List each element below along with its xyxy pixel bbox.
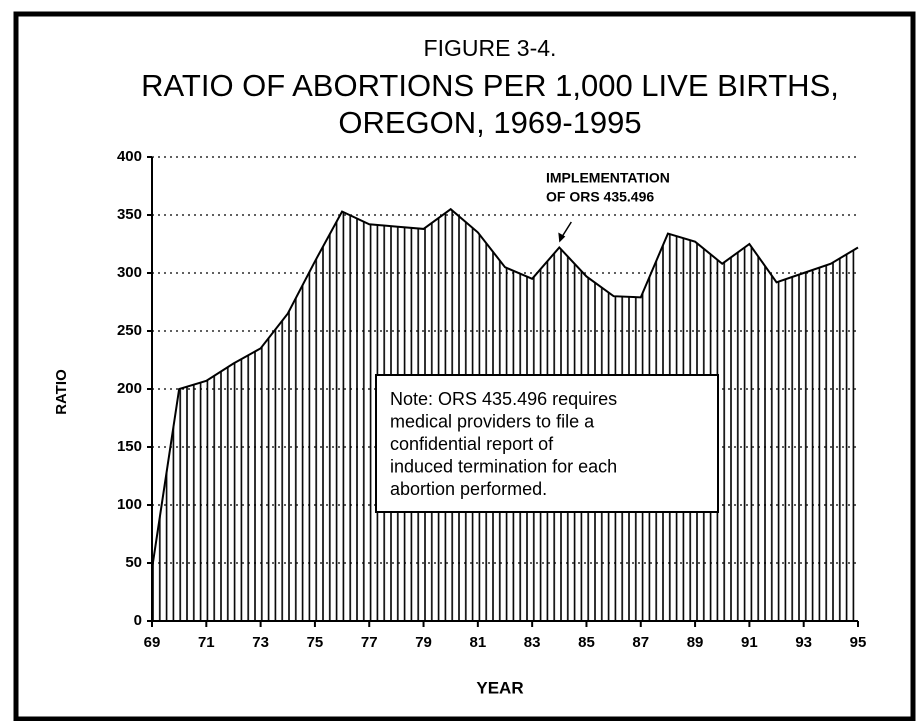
arrow-head xyxy=(558,232,566,243)
y-tick-label: 350 xyxy=(117,206,142,223)
note-text: abortion performed. xyxy=(390,479,547,499)
y-tick-label: 400 xyxy=(117,148,142,165)
y-tick-label: 50 xyxy=(125,554,142,571)
chart-title: RATIO OF ABORTIONS PER 1,000 LIVE BIRTHS… xyxy=(141,68,839,103)
figure-label: FIGURE 3-4. xyxy=(424,35,557,61)
y-tick-label: 200 xyxy=(117,380,142,397)
x-axis-label: YEAR xyxy=(476,678,523,697)
x-tick-label: 83 xyxy=(524,634,541,651)
x-tick-label: 75 xyxy=(307,634,324,651)
y-tick-label: 300 xyxy=(117,264,142,281)
y-axis-label: RATIO xyxy=(53,369,70,415)
x-tick-label: 81 xyxy=(470,634,487,651)
x-tick-label: 95 xyxy=(850,634,867,651)
x-tick-label: 71 xyxy=(198,634,215,651)
x-tick-label: 79 xyxy=(415,634,432,651)
y-tick-label: 150 xyxy=(117,438,142,455)
note-text: confidential report of xyxy=(390,434,554,454)
x-tick-label: 87 xyxy=(632,634,649,651)
x-tick-label: 73 xyxy=(252,634,269,651)
x-tick-label: 93 xyxy=(795,634,812,651)
annotation: IMPLEMENTATION xyxy=(546,170,670,186)
frame xyxy=(13,11,916,721)
chart-title: OREGON, 1969-1995 xyxy=(338,105,641,140)
x-tick-label: 77 xyxy=(361,634,378,651)
note-text: Note: ORS 435.496 requires xyxy=(390,389,617,409)
x-tick-label: 85 xyxy=(578,634,595,651)
x-tick-label: 69 xyxy=(144,634,161,651)
x-tick-label: 89 xyxy=(687,634,704,651)
y-tick-label: 250 xyxy=(117,322,142,339)
annotation: OF ORS 435.496 xyxy=(546,189,654,205)
note-box xyxy=(375,374,719,513)
area-outline xyxy=(151,207,859,569)
y-tick-label: 0 xyxy=(134,612,142,629)
y-tick-label: 100 xyxy=(117,496,142,513)
x-tick-label: 91 xyxy=(741,634,758,651)
note-text: induced termination for each xyxy=(390,456,617,476)
note-text: medical providers to file a xyxy=(390,411,595,431)
